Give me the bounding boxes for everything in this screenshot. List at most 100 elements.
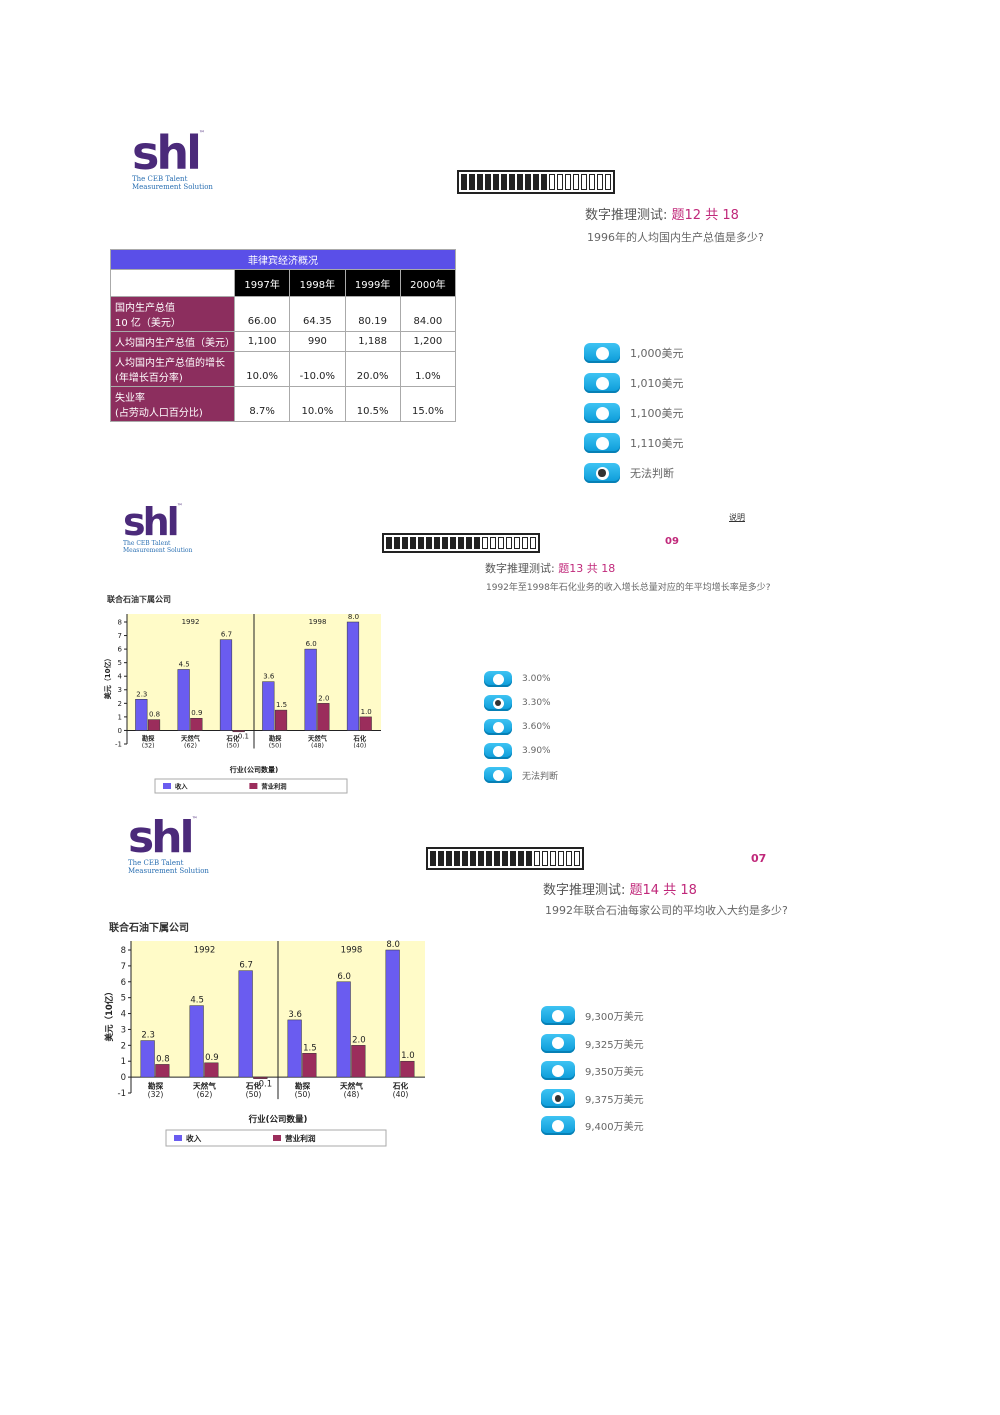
category-label: 勘探 (148, 1081, 164, 1091)
progress-segment (394, 537, 400, 549)
progress-segment (514, 537, 520, 549)
progress-segment (498, 537, 504, 549)
radio-button[interactable] (541, 1088, 575, 1108)
radio-button[interactable] (584, 403, 620, 423)
y-tick-label: 8 (121, 946, 126, 956)
radio-button[interactable] (584, 373, 620, 393)
answer-option-label: 9,300万美元 (585, 1012, 644, 1024)
radio-button[interactable] (541, 1006, 575, 1026)
answer-option[interactable]: 1,010美元 (584, 368, 684, 398)
radio-button[interactable] (541, 1116, 575, 1136)
data-label: 3.6 (263, 673, 275, 681)
panel-label: 1998 (309, 618, 327, 626)
progress-segment (541, 174, 547, 190)
progress-segment (469, 174, 475, 190)
chart-title: 联合石油下属公司 (109, 923, 189, 934)
data-label: -0.1 (235, 732, 249, 740)
logo-tagline-2: Measurement Solution (132, 182, 213, 191)
radio-button[interactable] (484, 743, 512, 759)
progress-segment (525, 174, 531, 190)
answer-option[interactable]: 9,350万美元 (541, 1057, 644, 1085)
table-cell: 10.0% (289, 386, 346, 422)
y-tick-label: 3 (118, 686, 122, 694)
y-tick-label: 7 (121, 962, 126, 972)
answer-option-label: 无法判断 (630, 467, 674, 480)
logo-tm: ™ (176, 503, 183, 510)
table-cell: 15.0% (399, 386, 457, 422)
legend-swatch (273, 1135, 281, 1141)
progress-segment (434, 537, 440, 549)
question-title: 数字推理测试: 题12 共 18 (585, 204, 739, 223)
progress-segment (490, 537, 496, 549)
bar-revenue (287, 1019, 302, 1078)
table-cell: 1.0% (399, 351, 457, 387)
bar-profit (147, 719, 161, 731)
y-axis-label: 美元（10亿） (104, 987, 115, 1041)
category-count-label: (62) (197, 1090, 213, 1099)
answer-option[interactable]: 3.60% (484, 715, 558, 739)
shl-logo: shl™ The CEB Talent Measurement Solution (128, 816, 209, 875)
data-label: 6.0 (306, 640, 317, 648)
radio-button[interactable] (584, 433, 620, 453)
answer-option[interactable]: 9,325万美元 (541, 1030, 644, 1058)
radio-button[interactable] (484, 719, 512, 735)
logo-tagline-1: The CEB Talent (128, 859, 184, 867)
bar-profit (253, 1076, 268, 1079)
category-label: 天然气 (340, 1081, 363, 1091)
progress-segment (446, 851, 452, 866)
answer-option[interactable]: 3.30% (484, 691, 558, 715)
answer-option[interactable]: 9,400万美元 (541, 1112, 644, 1140)
bar-profit (400, 1060, 415, 1078)
logo-word: shl (123, 500, 180, 544)
answer-option[interactable]: 1,000美元 (584, 338, 684, 368)
table-cell: -10.0% (289, 351, 346, 387)
y-tick-label: 2 (118, 700, 122, 708)
radio-button[interactable] (584, 463, 620, 483)
logo-tagline-2: Measurement Solution (123, 546, 193, 554)
table-cell: 10.5% (344, 386, 401, 422)
answer-option-label: 无法判断 (522, 771, 559, 782)
shl-logo: shl™ The CEB Talent Measurement Solution (132, 130, 213, 191)
table-row-header: 国内生产总值 10 亿（美元） (110, 296, 235, 332)
category-label: 勘探 (269, 733, 282, 742)
data-label: 6.7 (221, 631, 232, 639)
progress-segment (450, 537, 456, 549)
radio-button[interactable] (484, 767, 512, 783)
table-cell: 20.0% (344, 351, 401, 387)
answer-option[interactable]: 无法判断 (484, 763, 558, 787)
timer: 07 (751, 852, 767, 865)
radio-button[interactable] (541, 1061, 575, 1081)
answer-option[interactable]: 1,100美元 (584, 398, 684, 428)
data-label: 6.0 (337, 972, 351, 982)
data-label: 6.7 (239, 961, 253, 971)
progress-segment (509, 174, 515, 190)
progress-segment (486, 851, 492, 866)
y-tick-label: 4 (121, 1010, 126, 1020)
radio-button[interactable] (541, 1033, 575, 1053)
answer-option-label: 3.60% (522, 722, 551, 732)
answer-options: 3.00% 3.30% 3.60% 3.90% 无法判断 (484, 667, 558, 787)
progress-segment (510, 851, 516, 866)
legend-label: 收入 (186, 1133, 202, 1143)
help-link[interactable]: 说明 (729, 513, 745, 522)
answer-option[interactable]: 9,375万美元 (541, 1085, 644, 1113)
question-title-prefix: 数字推理测试: (485, 562, 559, 575)
radio-button[interactable] (484, 671, 512, 687)
bar-revenue (336, 981, 351, 1078)
answer-option[interactable]: 3.00% (484, 667, 558, 691)
data-label: -0.1 (256, 1080, 273, 1090)
radio-button[interactable] (484, 695, 512, 711)
answer-option-label: 3.90% (522, 746, 551, 756)
question-title-prefix: 数字推理测试: (543, 883, 630, 898)
category-label: 天然气 (193, 1081, 216, 1091)
question-number: 题12 共 18 (671, 208, 739, 223)
answer-option[interactable]: 1,110美元 (584, 428, 684, 458)
y-tick-label: 0 (121, 1073, 126, 1083)
answer-option[interactable]: 无法判断 (584, 458, 684, 488)
radio-button[interactable] (584, 343, 620, 363)
table-cell: 1,200 (399, 331, 457, 352)
answer-option[interactable]: 9,300万美元 (541, 1002, 644, 1030)
answer-option[interactable]: 3.90% (484, 739, 558, 763)
